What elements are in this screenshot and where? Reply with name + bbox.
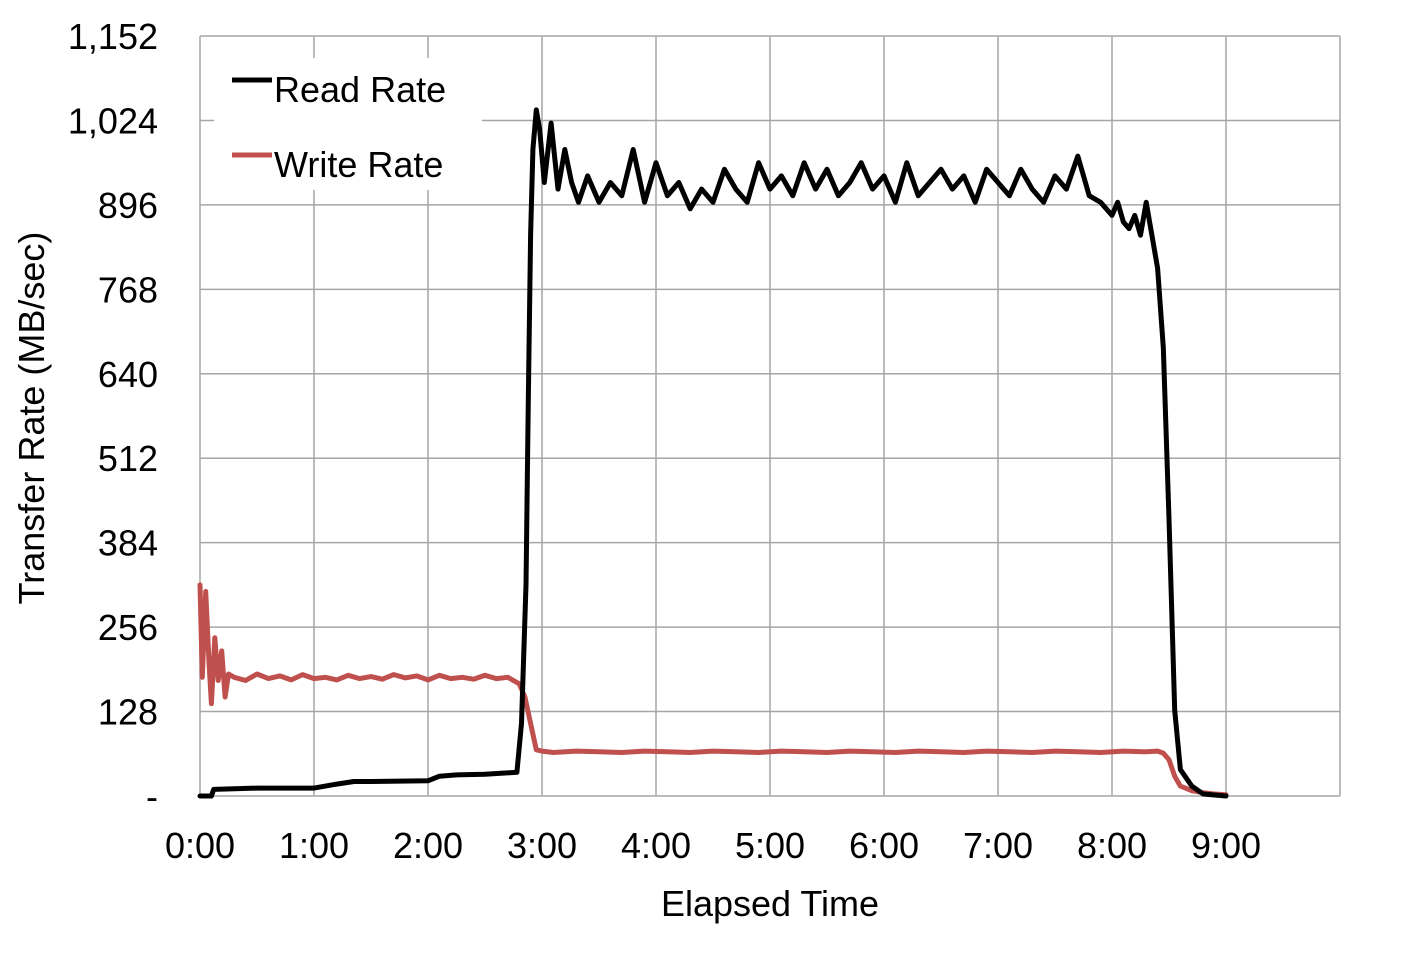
y-tick-label: 640: [98, 354, 158, 395]
y-tick-label: -: [146, 776, 158, 817]
y-tick-label: 512: [98, 438, 158, 479]
y-tick-label: 1,152: [68, 16, 158, 57]
x-tick-label: 3:00: [507, 825, 577, 866]
x-tick-label: 4:00: [621, 825, 691, 866]
x-tick-label: 7:00: [963, 825, 1033, 866]
legend: Read Rate Write Rate: [214, 58, 482, 190]
x-axis-title: Elapsed Time: [661, 883, 879, 924]
x-tick-label: 0:00: [165, 825, 235, 866]
series-line-read-rate: [197, 107, 1229, 799]
y-tick-label: 128: [98, 692, 158, 733]
y-tick-label: 256: [98, 607, 158, 648]
x-tick-label: 1:00: [279, 825, 349, 866]
series-line-write-rate: [197, 582, 1229, 798]
x-tick-label: 8:00: [1077, 825, 1147, 866]
series-lines: [197, 107, 1229, 799]
y-tick-label: 1,024: [68, 100, 158, 141]
legend-label-read-rate: Read Rate: [274, 69, 446, 110]
legend-label-write-rate: Write Rate: [274, 144, 443, 185]
y-tick-label: 384: [98, 523, 158, 564]
x-axis-ticks: 0:00 1:00 2:00 3:00 4:00 5:00 6:00 7:00 8:00 9:00: [165, 825, 1261, 866]
y-axis-title: Transfer Rate (MB/sec): [11, 232, 52, 605]
x-tick-label: 5:00: [735, 825, 805, 866]
y-axis-ticks: - 128 256 384 512 640 768 896 1,024 1,152: [68, 16, 158, 817]
y-tick-label: 768: [98, 269, 158, 310]
x-tick-label: 6:00: [849, 825, 919, 866]
x-tick-label: 9:00: [1191, 825, 1261, 866]
y-tick-label: 896: [98, 185, 158, 226]
x-tick-label: 2:00: [393, 825, 463, 866]
